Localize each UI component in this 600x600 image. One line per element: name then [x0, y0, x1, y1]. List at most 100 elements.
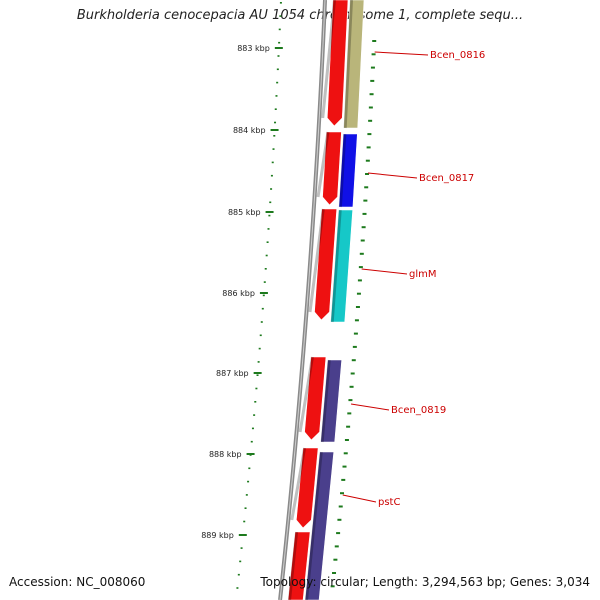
- kbp-tick-label: 887 kbp: [216, 369, 249, 378]
- gene-leader-line: [374, 51, 429, 56]
- tick-dot: [273, 135, 276, 137]
- tick-dot: [356, 292, 361, 295]
- tick-dot: [344, 439, 349, 441]
- gene-label-Bcen_0819: Bcen_0819: [391, 405, 446, 416]
- inner-tick-dots: [330, 40, 377, 588]
- cds-arrow-shade: [298, 356, 314, 433]
- tick-dot: [350, 372, 355, 375]
- tick-dot: [276, 68, 279, 71]
- backbone-highlight: [279, 0, 326, 600]
- gene-band: [320, 359, 343, 443]
- tick-dot: [347, 412, 352, 415]
- tick-dot: [365, 173, 370, 175]
- tick-dot: [357, 279, 362, 282]
- tick-dot: [359, 252, 364, 255]
- tick-dot: [270, 188, 273, 190]
- tick-dot: [348, 399, 353, 402]
- tick-dot: [351, 359, 356, 362]
- tick-dot: [339, 492, 344, 495]
- gene-leader-line: [361, 268, 408, 275]
- gene-labels: Bcen_0816 Bcen_0817 glmM Bcen_0819 pstC: [342, 50, 485, 508]
- kbp-tick-mark: [238, 534, 247, 536]
- tick-dot: [341, 478, 346, 481]
- tick-dot: [261, 307, 264, 310]
- tick-dot: [279, 15, 282, 17]
- tick-dot: [259, 334, 262, 337]
- cds-arrow-shade: [321, 0, 336, 119]
- gene-band-shade: [338, 133, 347, 208]
- tick-dot: [237, 573, 240, 576]
- gene-band: [330, 209, 354, 323]
- tick-dot: [262, 294, 265, 297]
- cds-arrow-shade: [290, 447, 307, 521]
- tick-dot: [354, 319, 359, 322]
- tick-dot: [371, 53, 376, 56]
- tick-dot: [342, 465, 347, 468]
- tick-dot: [250, 440, 253, 443]
- tick-dot: [256, 374, 259, 376]
- tick-dot: [265, 254, 268, 257]
- tick-dot: [268, 214, 271, 217]
- backbone-ring: [278, 0, 327, 600]
- tick-dot: [257, 361, 260, 363]
- tick-dot: [330, 585, 335, 588]
- tick-dot: [343, 452, 348, 455]
- cds-arrow: [326, 0, 349, 127]
- tick-dot: [251, 427, 254, 430]
- tick-dot: [332, 572, 337, 574]
- tick-dot: [274, 108, 277, 110]
- tick-dot: [349, 385, 354, 388]
- tick-dot: [245, 494, 248, 496]
- gene-leader-line: [350, 403, 390, 411]
- gene-band-shade: [343, 0, 353, 129]
- gene-band: [338, 133, 358, 208]
- map-title: Burkholderia cenocepacia AU 1054 chromos…: [76, 8, 524, 23]
- summary-text: Topology: circular; Length: 3,294,563 bp…: [260, 575, 590, 589]
- kbp-tick-label: 888 kbp: [209, 450, 242, 459]
- kbp-tick-label: 883 kbp: [237, 44, 270, 53]
- tick-dot: [346, 425, 351, 428]
- tick-dot: [362, 212, 367, 215]
- tick-dot: [254, 401, 257, 403]
- kbp-tick-mark: [274, 47, 283, 49]
- kbp-tick-mark: [259, 292, 268, 294]
- tick-dot: [274, 121, 277, 124]
- cds-arrow: [304, 356, 327, 441]
- tick-dot: [353, 332, 358, 335]
- gene-band: [304, 451, 335, 600]
- tick-dot: [266, 241, 269, 243]
- gene-label-glmM: glmM: [409, 269, 437, 280]
- kbp-tick-mark: [270, 129, 279, 131]
- tick-dot: [370, 66, 375, 69]
- tick-dot: [239, 560, 242, 563]
- tick-dot: [278, 28, 281, 31]
- tick-dot: [263, 281, 266, 283]
- gene-band-shade: [320, 359, 331, 443]
- tick-dot: [278, 41, 281, 44]
- gene-label-Bcen_0816: Bcen_0816: [430, 50, 485, 61]
- tick-dot: [248, 467, 251, 470]
- kbp-tick-mark: [253, 372, 262, 374]
- cds-ring: [287, 0, 349, 600]
- tick-dot: [365, 159, 370, 162]
- kbp-tick-label: 885 kbp: [228, 208, 261, 217]
- tick-dot: [247, 480, 250, 483]
- tick-dot: [358, 266, 363, 269]
- tick-dot: [269, 201, 272, 204]
- cds-arrow: [287, 531, 311, 600]
- cds-arrow: [322, 131, 342, 206]
- tick-dot: [369, 93, 374, 96]
- gene-band-shade: [330, 209, 342, 323]
- tick-dot: [372, 40, 377, 42]
- cds-arrow-shade: [288, 531, 299, 600]
- kbp-tick-mark: [265, 211, 274, 213]
- tick-dot: [271, 161, 274, 164]
- tick-dot: [361, 226, 366, 229]
- tick-dot: [255, 387, 258, 390]
- tick-dot: [264, 268, 267, 270]
- tick-dot: [360, 239, 365, 242]
- tick-dot: [236, 587, 239, 589]
- tick-dot: [338, 505, 343, 508]
- tick-dot: [366, 146, 371, 149]
